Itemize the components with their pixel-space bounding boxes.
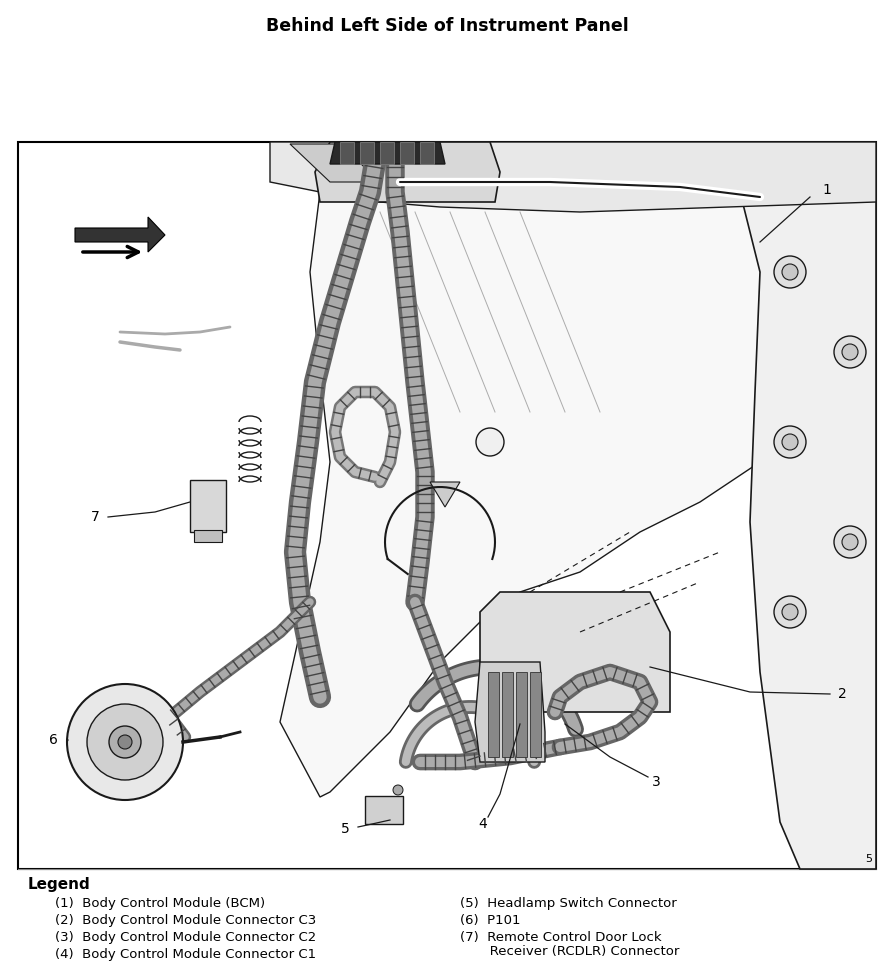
Bar bbox=[400, 142, 414, 164]
Bar bbox=[18, 142, 875, 869]
Text: 5: 5 bbox=[341, 822, 350, 836]
Text: (7)  Remote Control Door Lock: (7) Remote Control Door Lock bbox=[460, 931, 661, 944]
Text: (2)  Body Control Module Connector C3: (2) Body Control Module Connector C3 bbox=[55, 914, 316, 927]
Bar bbox=[502, 672, 512, 757]
Polygon shape bbox=[429, 482, 460, 507]
Bar bbox=[380, 142, 393, 164]
Polygon shape bbox=[270, 142, 875, 212]
Polygon shape bbox=[315, 142, 500, 202]
Text: Legend: Legend bbox=[28, 877, 90, 892]
Circle shape bbox=[781, 434, 797, 450]
Bar bbox=[190, 480, 226, 532]
Circle shape bbox=[781, 264, 797, 280]
Circle shape bbox=[833, 526, 865, 558]
Bar bbox=[419, 142, 434, 164]
Text: 6: 6 bbox=[49, 733, 58, 747]
Text: 7: 7 bbox=[91, 510, 100, 524]
Text: (1)  Body Control Module (BCM): (1) Body Control Module (BCM) bbox=[55, 897, 265, 910]
Circle shape bbox=[109, 726, 141, 758]
Text: (6)  P101: (6) P101 bbox=[460, 914, 520, 927]
Circle shape bbox=[87, 704, 163, 780]
Text: Behind Left Side of Instrument Panel: Behind Left Side of Instrument Panel bbox=[266, 17, 628, 35]
Text: (3)  Body Control Module Connector C2: (3) Body Control Module Connector C2 bbox=[55, 931, 316, 944]
Polygon shape bbox=[479, 592, 670, 712]
Text: (4)  Body Control Module Connector C1: (4) Body Control Module Connector C1 bbox=[55, 948, 316, 961]
Circle shape bbox=[841, 534, 857, 550]
Bar bbox=[487, 672, 499, 757]
Bar bbox=[359, 142, 374, 164]
Polygon shape bbox=[75, 217, 164, 252]
Text: (5)  Headlamp Switch Connector: (5) Headlamp Switch Connector bbox=[460, 897, 676, 910]
Polygon shape bbox=[719, 142, 875, 869]
Text: 1: 1 bbox=[821, 183, 830, 197]
Text: 3: 3 bbox=[651, 775, 660, 789]
Bar bbox=[516, 672, 527, 757]
Text: 2: 2 bbox=[837, 687, 846, 701]
Text: 5: 5 bbox=[864, 854, 871, 864]
Circle shape bbox=[118, 735, 131, 749]
Circle shape bbox=[773, 426, 805, 458]
Polygon shape bbox=[280, 152, 875, 797]
Polygon shape bbox=[290, 144, 380, 182]
Circle shape bbox=[773, 256, 805, 288]
Polygon shape bbox=[475, 662, 544, 762]
Circle shape bbox=[833, 336, 865, 368]
Bar bbox=[340, 142, 354, 164]
Bar bbox=[194, 530, 222, 542]
Text: Receiver (RCDLR) Connector: Receiver (RCDLR) Connector bbox=[460, 945, 679, 958]
Bar bbox=[365, 796, 402, 824]
Text: 4: 4 bbox=[478, 817, 487, 831]
Bar bbox=[529, 672, 540, 757]
Circle shape bbox=[773, 596, 805, 628]
Polygon shape bbox=[330, 142, 444, 164]
Circle shape bbox=[392, 785, 402, 795]
Circle shape bbox=[476, 428, 503, 456]
Circle shape bbox=[841, 344, 857, 360]
Circle shape bbox=[781, 604, 797, 620]
Circle shape bbox=[67, 684, 182, 800]
